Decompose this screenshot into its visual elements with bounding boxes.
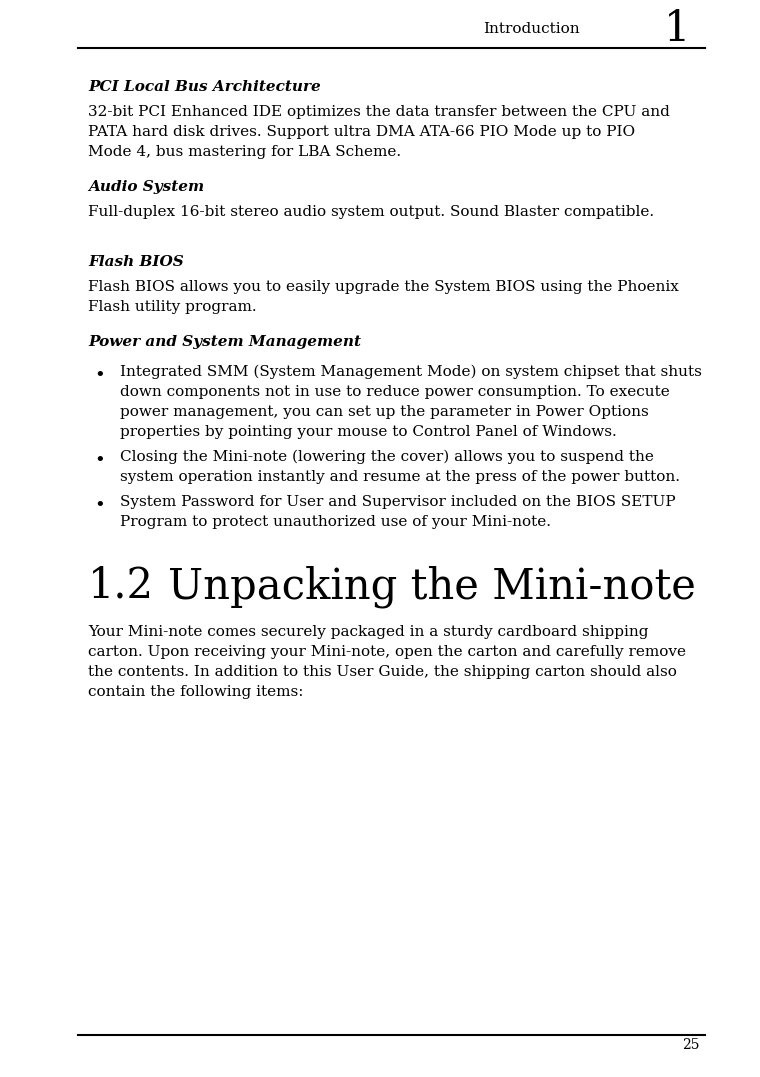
Text: PCI Local Bus Architecture: PCI Local Bus Architecture: [88, 80, 321, 94]
Text: 1.2: 1.2: [88, 565, 154, 607]
Text: Introduction: Introduction: [483, 22, 580, 36]
Text: contain the following items:: contain the following items:: [88, 685, 303, 699]
Text: power management, you can set up the parameter in Power Options: power management, you can set up the par…: [120, 405, 649, 419]
Text: Power and System Management: Power and System Management: [88, 335, 361, 349]
Text: Flash BIOS: Flash BIOS: [88, 255, 184, 269]
Text: System Password for User and Supervisor included on the BIOS SETUP: System Password for User and Supervisor …: [120, 495, 676, 509]
Text: down components not in use to reduce power consumption. To execute: down components not in use to reduce pow…: [120, 384, 670, 398]
Text: Mode 4, bus mastering for LBA Scheme.: Mode 4, bus mastering for LBA Scheme.: [88, 145, 401, 159]
Text: •: •: [95, 452, 106, 470]
Text: PATA hard disk drives. Support ultra DMA ATA-66 PIO Mode up to PIO: PATA hard disk drives. Support ultra DMA…: [88, 125, 635, 139]
Text: Integrated SMM (System Management Mode) on system chipset that shuts: Integrated SMM (System Management Mode) …: [120, 365, 702, 379]
Text: carton. Upon receiving your Mini-note, open the carton and carefully remove: carton. Upon receiving your Mini-note, o…: [88, 645, 686, 659]
Text: Full-duplex 16-bit stereo audio system output. Sound Blaster compatible.: Full-duplex 16-bit stereo audio system o…: [88, 205, 654, 219]
Text: Program to protect unauthorized use of your Mini-note.: Program to protect unauthorized use of y…: [120, 515, 551, 529]
Text: Closing the Mini-note (lowering the cover) allows you to suspend the: Closing the Mini-note (lowering the cove…: [120, 450, 654, 464]
Text: properties by pointing your mouse to Control Panel of Windows.: properties by pointing your mouse to Con…: [120, 425, 617, 439]
Text: •: •: [95, 496, 106, 515]
Text: •: •: [95, 367, 106, 384]
Text: 25: 25: [682, 1038, 700, 1052]
Text: Flash BIOS allows you to easily upgrade the System BIOS using the Phoenix: Flash BIOS allows you to easily upgrade …: [88, 280, 679, 294]
Text: Flash utility program.: Flash utility program.: [88, 300, 257, 314]
Text: 1: 1: [663, 8, 690, 50]
Text: Audio System: Audio System: [88, 180, 204, 194]
Text: the contents. In addition to this User Guide, the shipping carton should also: the contents. In addition to this User G…: [88, 665, 677, 679]
Text: Your Mini-note comes securely packaged in a sturdy cardboard shipping: Your Mini-note comes securely packaged i…: [88, 625, 648, 639]
Text: system operation instantly and resume at the press of the power button.: system operation instantly and resume at…: [120, 470, 680, 484]
Text: 32-bit PCI Enhanced IDE optimizes the data transfer between the CPU and: 32-bit PCI Enhanced IDE optimizes the da…: [88, 104, 670, 118]
Text: Unpacking the Mini-note: Unpacking the Mini-note: [168, 565, 696, 607]
